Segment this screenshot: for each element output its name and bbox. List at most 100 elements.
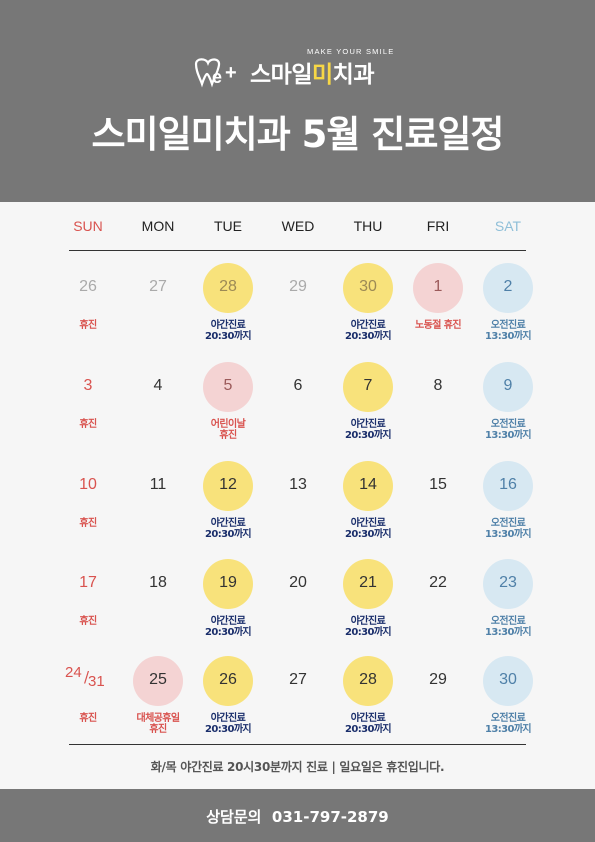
day-number: 30 xyxy=(499,671,517,688)
day-note: 야간진료 20:30까지 xyxy=(344,419,392,441)
day-number: 9 xyxy=(503,377,513,394)
day-number: 31 xyxy=(88,673,105,690)
day-number: 7 xyxy=(363,377,373,394)
day-note: 어린이날 휴진 xyxy=(210,419,246,441)
header-banner: MAKE YOUR SMILE e + 스마일미치과 스미일미치과 5월 진료일… xyxy=(0,0,595,202)
day-number: 10 xyxy=(79,476,97,493)
footer-bar: 상담문의 031-797-2879 xyxy=(0,789,595,842)
yellow-day-marker xyxy=(203,461,253,511)
day-note: 휴진 xyxy=(79,713,97,724)
weekday-tue: TUE xyxy=(214,218,242,234)
blue-day-marker xyxy=(483,656,533,706)
svg-text:e: e xyxy=(212,67,222,87)
day-note: 휴진 xyxy=(79,320,97,331)
day-note: 야간진료 20:30까지 xyxy=(344,320,392,342)
brand-name: 스마일미치과 xyxy=(250,62,374,88)
weekday-mon: MON xyxy=(141,218,175,234)
yellow-day-marker xyxy=(203,559,253,609)
day-note: 노동절 휴진 xyxy=(415,320,461,331)
yellow-day-marker xyxy=(343,263,393,313)
day-note: 휴진 xyxy=(79,616,97,627)
pink-day-marker xyxy=(413,263,463,313)
pink-day-marker xyxy=(203,362,253,412)
weekday-thu: THU xyxy=(353,218,383,234)
day-note: 야간진료 20:30까지 xyxy=(344,518,392,540)
day-number: 28 xyxy=(219,278,237,295)
day-number: 27 xyxy=(289,671,307,688)
day-number: 29 xyxy=(429,671,447,688)
contact-label: 상담문의 xyxy=(206,808,262,826)
day-number: 16 xyxy=(499,476,517,493)
day-note: 야간진료 20:30까지 xyxy=(204,518,252,540)
date-separator: / xyxy=(84,668,90,686)
day-note: 오전진료 13:30까지 xyxy=(484,320,532,342)
day-note: 오전진료 13:30까지 xyxy=(484,518,532,540)
yellow-day-marker xyxy=(343,362,393,412)
yellow-day-marker xyxy=(203,263,253,313)
day-note: 오전진료 13:30까지 xyxy=(484,616,532,638)
svg-text:+: + xyxy=(225,62,237,84)
contact-info: 상담문의 031-797-2879 xyxy=(0,806,595,827)
day-number: 4 xyxy=(153,377,163,394)
day-number: 11 xyxy=(149,476,167,493)
weekday-sun: SUN xyxy=(73,218,103,234)
day-note: 대체공휴일 휴진 xyxy=(136,713,180,735)
tooth-e-plus-icon: e + xyxy=(194,58,237,88)
day-number: 27 xyxy=(149,278,167,295)
day-number: 13 xyxy=(289,476,307,493)
blue-day-marker xyxy=(483,559,533,609)
day-number: 8 xyxy=(433,377,443,394)
day-note: 휴진 xyxy=(79,419,97,430)
day-number: 5 xyxy=(223,377,233,394)
day-note: 야간진료 20:30까지 xyxy=(204,713,252,735)
blue-day-marker xyxy=(483,461,533,511)
weekday-header: SUN MON TUE WED THU FRI SAT xyxy=(53,218,543,238)
schedule-footnote: 화/목 야간진료 20시30분까지 진료 | 일요일은 휴진입니다. xyxy=(150,760,445,774)
bottom-divider xyxy=(69,744,526,745)
day-number: 18 xyxy=(149,574,167,591)
day-number: 15 xyxy=(429,476,447,493)
day-note: 야간진료 20:30까지 xyxy=(204,616,252,638)
day-number: 24 xyxy=(65,664,82,681)
yellow-day-marker xyxy=(343,461,393,511)
day-number: 30 xyxy=(359,278,377,295)
day-number: 1 xyxy=(433,278,443,295)
weekday-wed: WED xyxy=(281,218,315,234)
day-number: 6 xyxy=(293,377,303,394)
day-number: 14 xyxy=(359,476,377,493)
weekday-sat: SAT xyxy=(494,218,522,234)
blue-day-marker xyxy=(483,263,533,313)
top-divider xyxy=(69,250,526,251)
day-note: 야간진료 20:30까지 xyxy=(344,713,392,735)
yellow-day-marker xyxy=(343,656,393,706)
day-note: 야간진료 20:30까지 xyxy=(204,320,252,342)
day-number: 17 xyxy=(79,574,97,591)
day-number: 21 xyxy=(359,574,377,591)
day-note: 오전진료 13:30까지 xyxy=(484,713,532,735)
page-title: 스미일미치과 5월 진료일정 xyxy=(91,113,505,156)
day-number: 22 xyxy=(429,574,447,591)
day-number: 2 xyxy=(503,278,513,295)
brand-tagline: MAKE YOUR SMILE xyxy=(307,47,395,56)
day-note: 오전진료 13:30까지 xyxy=(484,419,532,441)
blue-day-marker xyxy=(483,362,533,412)
weekday-fri: FRI xyxy=(426,218,450,234)
day-number: 25 xyxy=(149,671,167,688)
contact-phone: 031-797-2879 xyxy=(271,808,389,826)
day-number: 3 xyxy=(83,377,93,394)
day-number: 29 xyxy=(289,278,307,295)
pink-day-marker xyxy=(133,656,183,706)
day-number: 19 xyxy=(219,574,237,591)
yellow-day-marker xyxy=(343,559,393,609)
day-note: 야간진료 20:30까지 xyxy=(344,616,392,638)
yellow-day-marker xyxy=(203,656,253,706)
clinic-logo: e + 스마일미치과 xyxy=(192,55,374,89)
day-note: 휴진 xyxy=(79,518,97,529)
day-number: 26 xyxy=(79,278,97,295)
day-number: 12 xyxy=(219,476,237,493)
day-number: 23 xyxy=(499,574,517,591)
day-number: 20 xyxy=(289,574,307,591)
day-number: 26 xyxy=(219,671,237,688)
day-number-pair: 24 31/ xyxy=(53,656,123,696)
day-number: 28 xyxy=(359,671,377,688)
